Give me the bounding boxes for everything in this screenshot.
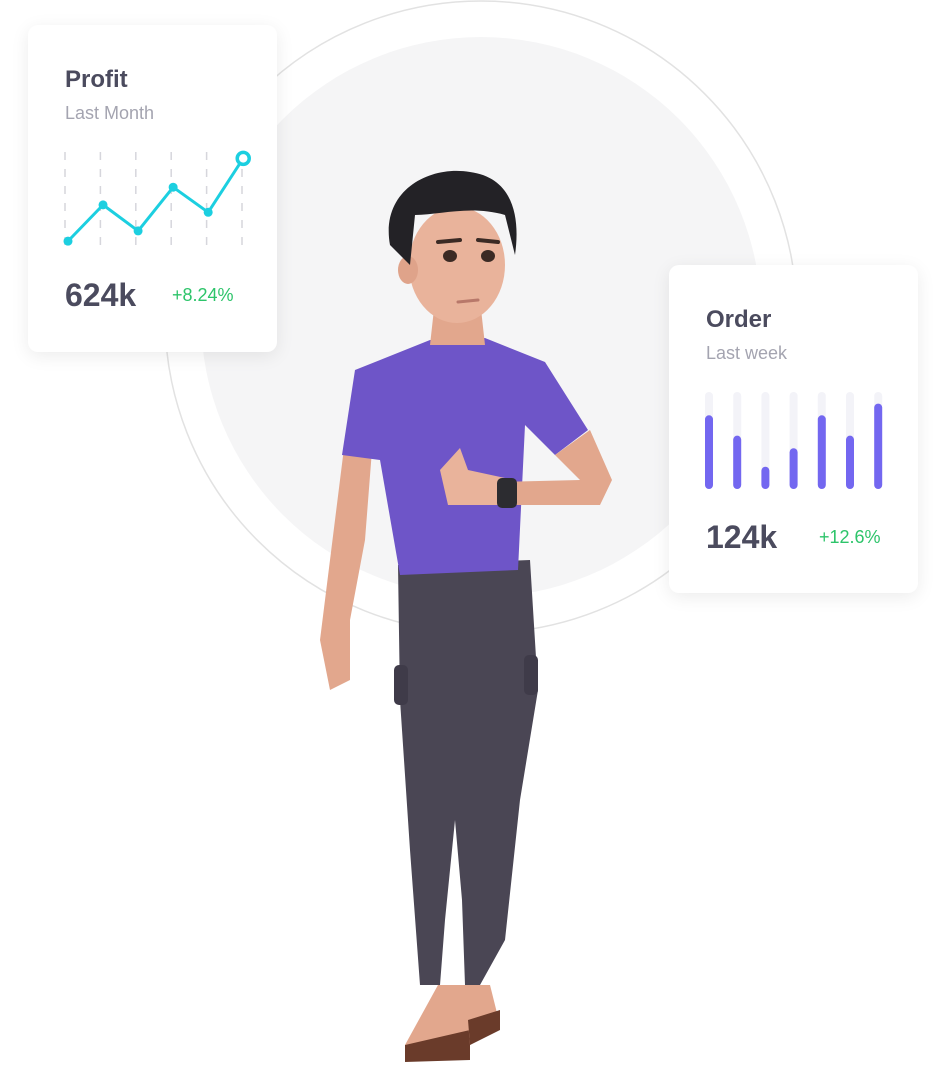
bar [846,435,854,489]
data-point [203,207,213,217]
bar [817,415,826,489]
profit-change: +8.24% [172,285,234,305]
bar [874,403,883,489]
bar [761,466,770,489]
order-change: +12.6% [819,527,881,547]
data-point-last [235,150,251,167]
bar-track [761,392,770,489]
order-value: 124k [706,519,778,555]
data-point [133,226,143,236]
data-point [168,182,178,192]
order-bar-chart [705,392,883,489]
person-illustration [320,170,612,1062]
bar [789,448,798,489]
profit-title: Profit [65,66,128,93]
bar [705,415,713,489]
profit-line [66,157,245,243]
profit-value: 624k [65,277,137,313]
order-card: Order Last week 124k +12.6% [669,265,918,593]
profit-card: Profit Last Month 624k +8.24% [28,25,277,352]
data-point [98,200,108,210]
order-subtitle: Last week [706,343,788,363]
profit-line-chart [63,150,251,246]
data-point [63,236,73,246]
order-title: Order [706,306,772,333]
bar [733,435,742,489]
profit-subtitle: Last Month [65,103,155,123]
